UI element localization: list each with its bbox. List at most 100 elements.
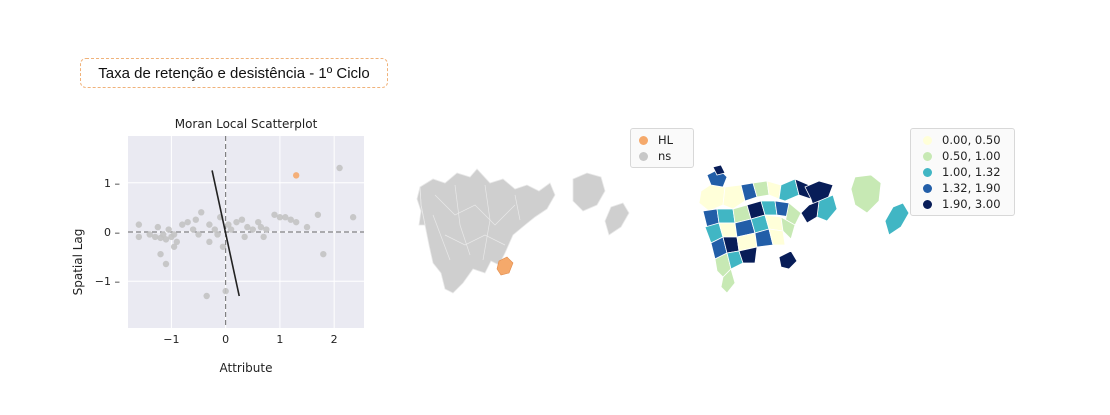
tick-labels: −1 0 1 2 −1 – 0 – 1 – xyxy=(95,177,338,346)
data-point-ns xyxy=(211,226,219,233)
map-region xyxy=(722,184,746,210)
data-point-ns xyxy=(179,221,186,228)
legend-label: HL xyxy=(658,133,674,147)
data-point-ns xyxy=(255,218,262,226)
map-borders xyxy=(432,184,521,261)
data-point-ns xyxy=(320,250,327,258)
data-point-ns xyxy=(249,226,256,233)
legend-swatch xyxy=(923,151,932,161)
map-region xyxy=(716,208,736,224)
data-point-ns xyxy=(314,211,322,218)
data-point-ns xyxy=(349,214,357,221)
legend-label: 0.50, 1.00 xyxy=(942,149,1001,163)
data-point-ns xyxy=(257,223,265,231)
choropleth-legend-item: 1.00, 1.32 xyxy=(923,164,1002,180)
x-axis-label: Attribute xyxy=(220,361,273,375)
data-point-ns xyxy=(238,216,246,223)
data-point-ns xyxy=(165,226,172,233)
map-region xyxy=(738,246,758,264)
map-region xyxy=(766,180,782,200)
map-region xyxy=(698,182,726,212)
choropleth-regions xyxy=(698,165,910,294)
regression-line-segment xyxy=(211,170,241,297)
y-tick-label: −1 – xyxy=(95,275,120,288)
y-tick-label: 1 – xyxy=(104,177,120,190)
data-point-ns xyxy=(170,243,178,250)
section-title: Taxa de retenção e desistência - 1º Cicl… xyxy=(98,64,370,82)
data-point-ns xyxy=(222,287,229,295)
data-point-ns xyxy=(162,236,170,243)
data-point-ns xyxy=(154,223,162,231)
map-region-main-west xyxy=(416,186,426,226)
map-region xyxy=(778,250,798,270)
data-point-ns xyxy=(233,218,240,226)
legend-label: ns xyxy=(658,149,672,163)
x-tick-label: 1 xyxy=(276,333,283,346)
y-tick-label: 0 – xyxy=(104,226,120,239)
legend-label: 1.32, 1.90 xyxy=(942,181,1001,195)
data-point-ns xyxy=(225,221,232,228)
map-region-hl xyxy=(496,256,514,276)
y-axis-label: Spatial Lag xyxy=(71,229,85,296)
data-point-ns xyxy=(206,238,213,246)
data-point-ns xyxy=(170,231,178,238)
data-point-ns xyxy=(162,260,170,268)
legend-swatch xyxy=(639,151,648,161)
map-region-island-1 xyxy=(572,172,606,212)
moran-scatterplot: Moran Local Scatterplot −1 0 1 2−1 –0 –1 – … xyxy=(71,117,364,375)
map-region xyxy=(720,268,736,294)
map-region xyxy=(780,216,796,240)
data-point-ns xyxy=(151,233,159,241)
choropleth-legend-item: 0.50, 1.00 xyxy=(923,148,1002,164)
legend-label: 0.00, 0.50 xyxy=(942,133,1001,147)
x-tick-label: −1 xyxy=(163,333,179,346)
data-point-ns xyxy=(160,231,167,238)
legend-swatch xyxy=(923,183,932,193)
data-point-ns xyxy=(227,226,235,233)
data-point-ns xyxy=(219,243,227,250)
data-point-ns xyxy=(263,226,270,233)
data-point-ns xyxy=(195,231,202,238)
legend-swatch xyxy=(923,135,932,145)
choropleth-map xyxy=(698,165,910,294)
data-point-HL xyxy=(292,172,300,179)
legend-label: 1.00, 1.32 xyxy=(942,165,1001,179)
legend-label: 1.90, 3.00 xyxy=(942,197,1001,211)
lisa-legend: HL ns xyxy=(630,128,694,168)
data-point-ns xyxy=(336,164,343,172)
data-point-ns xyxy=(206,221,213,228)
data-point-ns xyxy=(135,233,143,241)
lisa-legend-item: HL xyxy=(639,132,685,148)
x-tick-label: 2 xyxy=(331,333,338,346)
map-region xyxy=(712,165,726,176)
choropleth-legend-item: 1.32, 1.90 xyxy=(923,180,1002,196)
data-point-ns xyxy=(157,250,164,258)
data-point-ns xyxy=(203,292,210,300)
legend-swatch xyxy=(923,199,932,209)
map-region xyxy=(884,202,910,236)
regression-line xyxy=(211,170,241,297)
data-points xyxy=(135,164,357,300)
lisa-legend-item: ns xyxy=(639,148,685,164)
legend-swatch xyxy=(639,135,648,145)
data-point-ns xyxy=(192,216,200,223)
data-point-ns xyxy=(135,221,143,228)
data-point-ns xyxy=(198,209,205,216)
lisa-cluster-map xyxy=(416,168,630,294)
legend-swatch xyxy=(923,167,932,177)
data-point-ns xyxy=(271,211,278,218)
data-point-ns xyxy=(292,218,300,226)
data-point-ns xyxy=(184,218,191,226)
data-point-ns xyxy=(303,223,311,231)
data-point-ns xyxy=(146,231,153,238)
data-point-ns xyxy=(282,214,289,221)
data-point-ns xyxy=(241,233,248,241)
data-point-ns xyxy=(260,233,267,241)
choropleth-legend-item: 1.90, 3.00 xyxy=(923,196,1002,212)
x-tick-label: 0 xyxy=(222,333,229,346)
choropleth-legend: 0.00, 0.50 0.50, 1.00 1.00, 1.32 1.32, 1.90… xyxy=(910,128,1015,216)
data-point-ns xyxy=(214,231,221,238)
map-region-island-2 xyxy=(604,202,630,236)
map-region xyxy=(800,200,820,224)
section-title-box: Taxa de retenção e desistência - 1º Cicl… xyxy=(80,58,388,88)
